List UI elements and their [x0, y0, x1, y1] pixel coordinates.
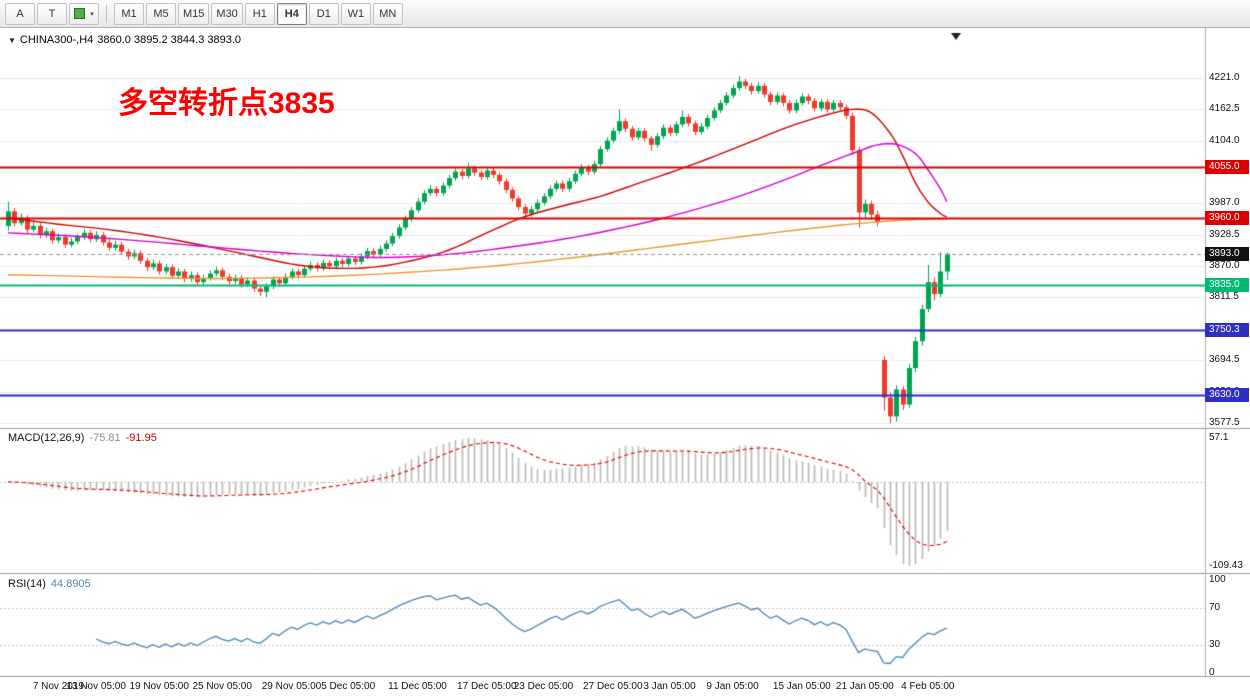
- chart-area: ▼ CHINA300-,H4 3860.0 3895.2 3844.3 3893.0…: [0, 28, 1250, 698]
- macd-signal-value: -91.95: [125, 432, 157, 444]
- axis-label: 3694.5: [1209, 354, 1240, 366]
- time-axis-label: 27 Dec 05:00: [583, 681, 643, 692]
- timeframe-mn-button[interactable]: MN: [372, 2, 403, 25]
- time-axis-label: 21 Jan 05:00: [835, 681, 894, 692]
- axis-label: 3987.0: [1209, 197, 1240, 209]
- time-axis-label: 9 Jan 05:00: [706, 681, 759, 692]
- axis-label: 30: [1209, 639, 1221, 651]
- rsi-value: 44.8905: [50, 578, 91, 590]
- timeframe-m5-button[interactable]: M5: [146, 2, 176, 25]
- time-axis-label: 3 Jan 05:00: [643, 681, 696, 692]
- macd-indicator-label: MACD(12,26,9) -75.81 -91.95: [8, 432, 162, 444]
- timeframe-d1-button[interactable]: D1: [308, 2, 339, 25]
- price-level-badge: 3750.3: [1205, 323, 1249, 338]
- axis-label: 3811.5: [1209, 291, 1239, 303]
- price-level-badge: 3893.0: [1205, 246, 1249, 261]
- objects-tool-button[interactable]: ▾: [69, 2, 99, 25]
- timeframe-m30-button[interactable]: M30: [211, 2, 243, 25]
- axis-label: -109.43: [1209, 560, 1243, 571]
- axis-label: 4221.0: [1209, 71, 1240, 83]
- price-axis: 4221.04162.54104.04045.53987.03928.53870…: [1205, 28, 1250, 698]
- timeframe-w1-button[interactable]: W1: [340, 2, 371, 25]
- symbol-label: ▼ CHINA300-,H4 3860.0 3895.2 3844.3 3893.0: [8, 34, 245, 46]
- axis-label: 100: [1209, 574, 1226, 585]
- time-axis: 7 Nov 2019 13 Nov 05:00 19 Nov 05:00 25 Nov…: [0, 680, 1250, 698]
- time-axis-label: 15 Jan 05:00: [772, 681, 831, 692]
- cursor-tool-button[interactable]: A: [5, 2, 35, 25]
- time-axis-label: 11 Dec 05:00: [388, 681, 447, 692]
- price-level-badge: 3835.0: [1205, 277, 1249, 292]
- symbol-name: CHINA300-,H4: [19, 34, 94, 46]
- price-level-badge: 3960.0: [1205, 210, 1249, 225]
- rsi-indicator-label: RSI(14) 44.8905: [8, 578, 96, 590]
- timeframe-h1-button[interactable]: H1: [244, 2, 275, 25]
- axis-label: 3870.0: [1209, 260, 1240, 272]
- time-axis-label: 23 Dec 05:00: [513, 681, 574, 692]
- time-axis-label: 19 Nov 05:00: [129, 681, 189, 692]
- price-chart-canvas[interactable]: [0, 28, 1250, 698]
- timeframe-h4-button[interactable]: H4: [276, 2, 307, 25]
- time-axis-label: 29 Nov 05:00: [261, 681, 322, 692]
- axis-label: 70: [1209, 601, 1221, 613]
- time-axis-label: 4 Feb 05:00: [901, 681, 955, 692]
- ohlc-values: 3860.0 3895.2 3844.3 3893.0: [97, 34, 242, 46]
- macd-main-value: -75.81: [89, 432, 121, 444]
- axis-label: 4104.0: [1209, 134, 1240, 146]
- time-axis-label: 13 Nov 05:00: [66, 681, 126, 692]
- template-tool-button[interactable]: T: [37, 2, 67, 25]
- toolbar: A T ▾ M1 M5 M15 M30 H1 H4 D1 W1 MN: [0, 0, 1250, 28]
- price-level-badge: 4055.0: [1205, 159, 1249, 174]
- axis-label: 3928.5: [1209, 228, 1240, 240]
- timeframe-m15-button[interactable]: M15: [178, 2, 210, 25]
- time-axis-label: 5 Dec 05:00: [321, 681, 376, 692]
- chart-annotation-text[interactable]: 多空转折点3835: [118, 87, 335, 120]
- rsi-title: RSI(14): [8, 578, 46, 590]
- timeframe-button-group: M1 M5 M15 M30 H1 H4 D1 W1 MN: [114, 2, 403, 25]
- timeframe-m1-button[interactable]: M1: [114, 2, 144, 25]
- toolbar-separator: [106, 4, 107, 23]
- macd-title: MACD(12,26,9): [8, 432, 85, 444]
- time-axis-label: 17 Dec 05:00: [457, 681, 517, 692]
- objects-icon: [74, 8, 86, 19]
- axis-label: 57.1: [1209, 432, 1229, 443]
- symbol-marker-icon: ▼: [8, 36, 16, 45]
- axis-label: 3577.5: [1209, 417, 1240, 429]
- time-axis-label: 7 Nov 2019: [32, 681, 84, 692]
- tool-button-group: A T ▾: [5, 2, 99, 25]
- axis-label: 4162.5: [1209, 103, 1240, 115]
- price-level-badge: 3630.0: [1205, 387, 1249, 402]
- time-axis-label: 25 Nov 05:00: [192, 681, 252, 692]
- axis-label: 0: [1209, 667, 1215, 678]
- caret-down-icon: ▾: [90, 10, 94, 18]
